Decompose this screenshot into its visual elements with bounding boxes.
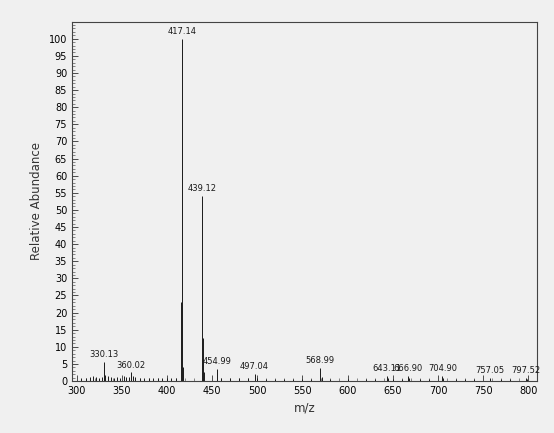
- X-axis label: m/z: m/z: [294, 401, 316, 414]
- Text: 330.13: 330.13: [89, 350, 119, 359]
- Text: 360.02: 360.02: [116, 361, 145, 370]
- Text: 497.04: 497.04: [240, 362, 269, 372]
- Text: 417.14: 417.14: [168, 27, 197, 36]
- Text: 439.12: 439.12: [188, 184, 217, 194]
- Text: 568.99: 568.99: [305, 356, 334, 365]
- Text: 454.99: 454.99: [202, 357, 231, 366]
- Text: 757.05: 757.05: [475, 366, 504, 375]
- Text: 704.90: 704.90: [428, 364, 457, 373]
- Y-axis label: Relative Abundance: Relative Abundance: [30, 142, 43, 260]
- Text: 643.11: 643.11: [372, 364, 401, 373]
- Text: 666.90: 666.90: [393, 364, 423, 373]
- Text: 797.52: 797.52: [511, 366, 541, 375]
